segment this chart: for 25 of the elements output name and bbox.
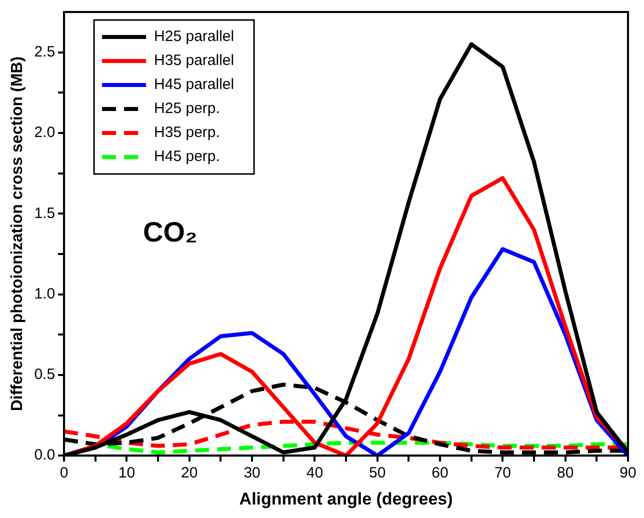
x-tick-label: 50 <box>369 464 386 482</box>
x-tick-label: 40 <box>306 464 324 482</box>
legend-label: H35 perp. <box>154 124 220 142</box>
y-tick-label: 2.0 <box>34 124 56 142</box>
y-tick-label: 1.5 <box>34 204 56 222</box>
legend-label: H45 perp. <box>154 148 220 166</box>
x-tick-label: 70 <box>494 464 512 482</box>
legend-label: H25 perp. <box>154 100 220 118</box>
annotation: CO₂ <box>143 216 198 248</box>
y-tick-label: 2.5 <box>34 43 56 60</box>
y-tick-label: 1.0 <box>34 285 56 302</box>
x-tick-label: 60 <box>432 464 448 482</box>
x-tick-label: 90 <box>620 464 636 482</box>
x-axis-title: Alignment angle (degrees) <box>239 489 453 508</box>
y-axis-title: Differential photoionization cross section (MB) <box>9 56 26 412</box>
legend-label: H35 parallel <box>154 52 234 70</box>
x-tick-label: 0 <box>60 464 68 482</box>
y-tick-label: 0.0 <box>34 446 56 464</box>
x-tick-label: 30 <box>244 464 260 482</box>
x-tick-label: 20 <box>181 464 198 482</box>
legend-label: H25 parallel <box>154 28 234 46</box>
y-tick-label: 0.5 <box>34 366 56 384</box>
x-tick-label: 80 <box>556 464 574 482</box>
legend-label: H45 parallel <box>154 76 234 94</box>
x-tick-label: 10 <box>118 464 136 482</box>
